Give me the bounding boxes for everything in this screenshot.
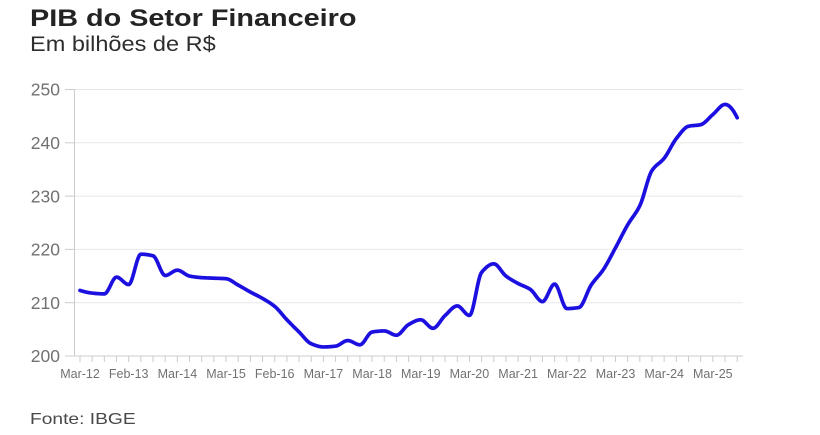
svg-text:Mar-17: Mar-17	[304, 367, 344, 381]
svg-text:Mar-12: Mar-12	[60, 367, 100, 381]
svg-text:Mar-24: Mar-24	[644, 367, 684, 381]
svg-text:Feb-16: Feb-16	[255, 367, 295, 381]
svg-text:Mar-14: Mar-14	[158, 367, 198, 381]
svg-text:220: 220	[31, 240, 60, 260]
svg-text:Mar-22: Mar-22	[547, 367, 587, 381]
svg-text:250: 250	[31, 80, 60, 100]
svg-text:Mar-20: Mar-20	[450, 367, 490, 381]
svg-text:Mar-21: Mar-21	[498, 367, 538, 381]
svg-text:Mar-19: Mar-19	[401, 367, 441, 381]
svg-text:Mar-18: Mar-18	[352, 367, 392, 381]
svg-text:240: 240	[31, 133, 60, 153]
svg-text:Feb-13: Feb-13	[109, 367, 149, 381]
svg-text:Mar-25: Mar-25	[693, 367, 733, 381]
svg-text:230: 230	[31, 186, 60, 206]
svg-text:Mar-23: Mar-23	[596, 367, 636, 381]
svg-text:210: 210	[31, 293, 60, 313]
svg-text:Mar-15: Mar-15	[206, 367, 246, 381]
svg-text:200: 200	[31, 346, 60, 366]
